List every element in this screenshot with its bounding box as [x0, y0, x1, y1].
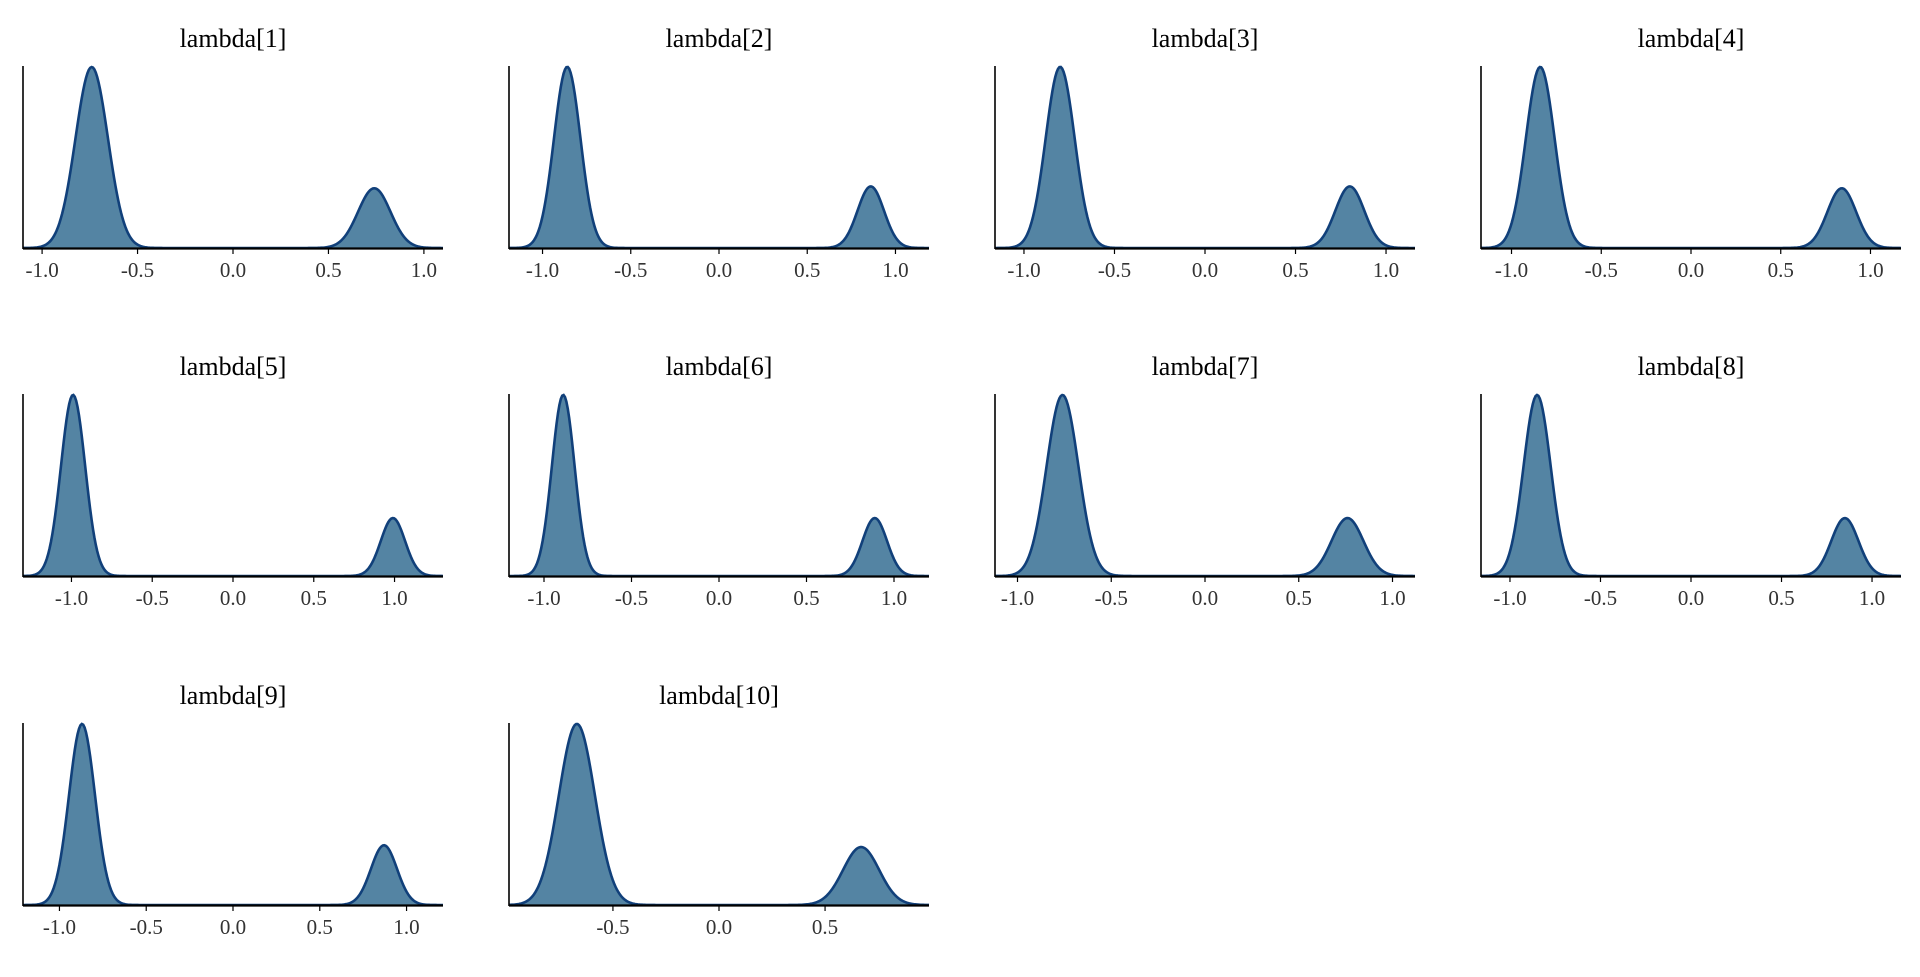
density-panel: lambda[5] -1.0 -0.5 0.0 0.5 1.0 — [0, 328, 486, 648]
density-area — [995, 395, 1415, 576]
density-panel: lambda[4] -1.0 -0.5 0.0 0.5 1.0 — [1458, 0, 1920, 320]
density-area — [23, 67, 443, 248]
x-tick-label: 1.0 — [381, 586, 407, 610]
density-plot: -1.0 -0.5 0.0 0.5 1.0 — [22, 393, 444, 610]
density-panel: lambda[8] -1.0 -0.5 0.0 0.5 1.0 — [1458, 328, 1920, 648]
x-tick-label: 0.5 — [315, 258, 341, 282]
x-tick-label: -0.5 — [1098, 258, 1131, 282]
density-plot: -1.0 -0.5 0.0 0.5 1.0 — [994, 393, 1415, 610]
x-tick-label: -0.5 — [615, 586, 648, 610]
x-tick-label: 1.0 — [1379, 586, 1405, 610]
density-panel: lambda[3] -1.0 -0.5 0.0 0.5 1.0 — [972, 0, 1458, 320]
x-tick-label: 1.0 — [1373, 258, 1399, 282]
x-tick-label: -1.0 — [1001, 586, 1034, 610]
panel-title: lambda[7] — [1151, 352, 1259, 381]
density-plot: -1.0 -0.5 0.0 0.5 1.0 — [22, 65, 443, 282]
density-area — [995, 67, 1415, 248]
x-tick-label: 0.0 — [1678, 258, 1704, 282]
x-tick-label: 0.5 — [1768, 258, 1794, 282]
panel-title: lambda[1] — [179, 24, 287, 53]
x-tick-label: 1.0 — [1859, 586, 1885, 610]
x-tick-label: 0.5 — [794, 258, 820, 282]
density-area — [23, 724, 443, 905]
x-tick-label: -0.5 — [596, 915, 629, 939]
x-tick-label: -1.0 — [1007, 258, 1040, 282]
x-tick-label: 1.0 — [393, 915, 419, 939]
panel-title: lambda[8] — [1637, 352, 1745, 381]
x-tick-label: 1.0 — [882, 258, 908, 282]
x-tick-label: 1.0 — [881, 586, 907, 610]
x-tick-label: 0.5 — [1282, 258, 1308, 282]
x-tick-label: -1.0 — [55, 586, 88, 610]
x-tick-label: -1.0 — [43, 915, 76, 939]
x-tick-label: 0.0 — [1192, 258, 1218, 282]
x-tick-label: -0.5 — [1584, 586, 1617, 610]
x-tick-label: -1.0 — [1493, 586, 1526, 610]
density-area — [1481, 395, 1901, 576]
x-tick-label: 0.0 — [706, 258, 732, 282]
x-tick-label: 0.0 — [1192, 586, 1218, 610]
x-tick-label: 0.5 — [793, 586, 819, 610]
density-panel: lambda[2] -1.0 -0.5 0.0 0.5 1.0 — [486, 0, 972, 320]
density-plot: -1.0 -0.5 0.0 0.5 1.0 — [1480, 393, 1902, 610]
density-panel: lambda[6] -1.0 -0.5 0.0 0.5 1.0 — [486, 328, 972, 648]
density-area — [509, 395, 929, 576]
density-panel: lambda[1] -1.0 -0.5 0.0 0.5 1.0 — [0, 0, 486, 320]
x-tick-label: -1.0 — [526, 258, 559, 282]
x-tick-label: 0.0 — [706, 915, 732, 939]
panel-title: lambda[2] — [665, 24, 773, 53]
x-tick-label: 0.5 — [1768, 586, 1794, 610]
density-plot: -1.0 -0.5 0.0 0.5 1.0 — [508, 65, 930, 282]
panel-title: lambda[9] — [179, 681, 287, 710]
x-tick-label: 0.0 — [1678, 586, 1704, 610]
density-area — [1481, 67, 1901, 248]
x-tick-label: 0.5 — [307, 915, 333, 939]
panel-title: lambda[6] — [665, 352, 773, 381]
x-tick-label: 1.0 — [1857, 258, 1883, 282]
density-area — [23, 395, 443, 576]
density-area — [509, 67, 929, 248]
x-tick-label: -0.5 — [1095, 586, 1128, 610]
panel-title: lambda[4] — [1637, 24, 1745, 53]
x-tick-label: -1.0 — [25, 258, 58, 282]
x-tick-label: 0.0 — [220, 258, 246, 282]
density-area — [509, 724, 929, 905]
x-tick-label: 1.0 — [411, 258, 437, 282]
density-panel: lambda[7] -1.0 -0.5 0.0 0.5 1.0 — [972, 328, 1458, 648]
x-tick-label: -0.5 — [136, 586, 169, 610]
x-tick-label: 0.0 — [220, 915, 246, 939]
panel-title: lambda[10] — [659, 681, 779, 710]
x-tick-label: -0.5 — [121, 258, 154, 282]
density-plot: -1.0 -0.5 0.0 0.5 1.0 — [994, 65, 1415, 282]
x-tick-label: 0.0 — [220, 586, 246, 610]
x-tick-label: -1.0 — [527, 586, 560, 610]
panel-title: lambda[3] — [1151, 24, 1259, 53]
x-tick-label: -0.5 — [1585, 258, 1618, 282]
x-tick-label: -0.5 — [614, 258, 647, 282]
x-tick-label: -1.0 — [1495, 258, 1528, 282]
x-tick-label: 0.5 — [812, 915, 838, 939]
density-plot: -0.5 0.0 0.5 — [508, 722, 930, 939]
density-plot: -1.0 -0.5 0.0 0.5 1.0 — [22, 722, 443, 939]
panel-title: lambda[5] — [179, 352, 287, 381]
x-tick-label: 0.5 — [1286, 586, 1312, 610]
x-tick-label: -0.5 — [130, 915, 163, 939]
density-plot: -1.0 -0.5 0.0 0.5 1.0 — [508, 393, 930, 610]
density-panel: lambda[10] -0.5 0.0 0.5 — [486, 657, 972, 977]
density-plot: -1.0 -0.5 0.0 0.5 1.0 — [1480, 65, 1902, 282]
x-tick-label: 0.0 — [706, 586, 732, 610]
density-panel: lambda[9] -1.0 -0.5 0.0 0.5 1.0 — [0, 657, 486, 977]
x-tick-label: 0.5 — [301, 586, 327, 610]
